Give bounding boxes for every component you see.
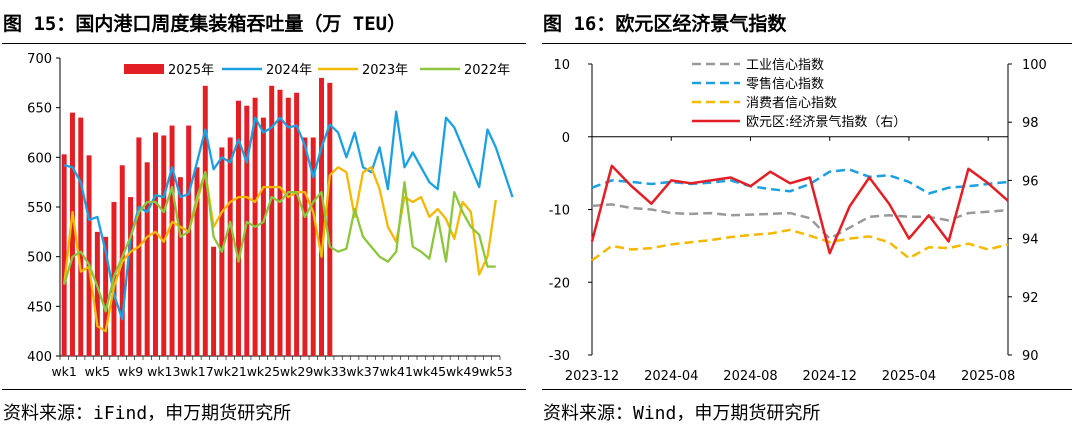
bar-2025-27 xyxy=(277,89,283,356)
x-tick-label: wk25 xyxy=(247,364,280,379)
y-tick-label: 650 xyxy=(27,102,52,117)
figure-15-panel: 图 15：国内港口周度集装箱吞吐量（万 TEU） 400 450 500 550 600… xyxy=(0,0,530,441)
line-series-2024 xyxy=(63,110,514,321)
left-y-tick-label: -10 xyxy=(549,204,570,219)
y-tick-label: 700 xyxy=(27,52,52,67)
bar-2025-29 xyxy=(294,92,300,357)
line-series-economic-sentiment-right xyxy=(590,164,1009,255)
right-y-tick-label: 90 xyxy=(1022,349,1039,364)
legend-label: 消费者信心指数 xyxy=(746,96,837,111)
left-y-tick-label: -20 xyxy=(549,276,570,291)
bar-2025-17 xyxy=(194,167,200,356)
figure-16-chart: -30 -20 -10 0 10 90 92 94 96 98 100 2023-12 2024-04 2… xyxy=(549,58,1047,384)
bar-2025-30 xyxy=(302,137,308,356)
bar-2025-18 xyxy=(202,85,208,357)
figure-15-top-rule xyxy=(2,43,526,44)
bar-2025-32 xyxy=(319,77,324,356)
x-tick-label: 2023-12 xyxy=(565,369,619,384)
bar-2025-14 xyxy=(169,125,175,357)
x-tick-label: wk13 xyxy=(147,364,180,379)
legend-swatch xyxy=(124,64,164,74)
line-series-2023 xyxy=(63,166,497,333)
figure-16-top-rule xyxy=(542,43,1072,44)
legend-label: 2022年 xyxy=(464,63,510,78)
bar-2025-22 xyxy=(236,100,241,356)
bar-2025-15 xyxy=(177,177,183,356)
left-y-tick-label: 10 xyxy=(553,58,570,73)
bar-2025-25 xyxy=(260,117,266,356)
figure-15-source: 资料来源：iFind，申万期货研究所 xyxy=(3,403,292,424)
legend-label: 2024年 xyxy=(266,63,312,78)
bar-2025-11 xyxy=(144,162,150,356)
line-series-2022 xyxy=(63,171,496,313)
y-tick-label: 550 xyxy=(27,201,52,216)
x-tick-label: 2024-08 xyxy=(723,369,777,384)
legend-label: 2023年 xyxy=(362,63,408,78)
bar-2025-26 xyxy=(269,85,275,357)
bar-2025-19 xyxy=(211,246,217,356)
bar-2025-3 xyxy=(78,117,84,356)
legend-label: 2025年 xyxy=(168,63,214,78)
bar-2025-33 xyxy=(327,82,333,356)
legend-label: 工业信心指数 xyxy=(746,58,824,73)
line-series-retail-confidence xyxy=(591,168,1009,195)
y-tick-label: 400 xyxy=(27,350,52,365)
x-tick-label: 2024-04 xyxy=(644,369,698,384)
x-tick-label: 2025-08 xyxy=(961,369,1015,384)
figure-15-title: 图 15：国内港口周度集装箱吞吐量（万 TEU） xyxy=(3,13,407,35)
bar-2025-9 xyxy=(128,197,134,356)
bar-2025-5 xyxy=(94,231,100,356)
bar-2025-12 xyxy=(152,132,158,356)
x-tick-label: wk37 xyxy=(346,364,379,379)
figure-16-bottom-rule xyxy=(542,389,1072,390)
x-tick-label: wk45 xyxy=(413,364,446,379)
x-tick-label: wk17 xyxy=(180,364,213,379)
right-y-tick-label: 94 xyxy=(1022,233,1039,248)
x-tick-label: wk49 xyxy=(446,364,479,379)
y-tick-label: 600 xyxy=(27,151,52,166)
x-tick-label: 2024-12 xyxy=(803,369,857,384)
y-tick-label: 500 xyxy=(27,251,52,266)
x-tick-label: wk9 xyxy=(118,364,143,379)
left-y-tick-label: -30 xyxy=(549,349,570,364)
bar-2025-2 xyxy=(69,112,75,356)
y-tick-label: 450 xyxy=(27,300,52,315)
figure-16-title: 图 16：欧元区经济景气指数 xyxy=(543,13,787,35)
x-tick-label: wk53 xyxy=(479,364,512,379)
left-y-tick-label: 0 xyxy=(562,131,570,146)
line-series-consumer-confidence xyxy=(591,228,1009,262)
right-y-tick-label: 96 xyxy=(1022,174,1039,189)
legend-label: 零售信心指数 xyxy=(746,76,824,92)
figure-16-source: 资料来源：Wind，申万期货研究所 xyxy=(543,403,821,424)
x-tick-label: wk1 xyxy=(51,364,76,379)
x-tick-label: 2025-04 xyxy=(882,369,936,384)
bar-2025-4 xyxy=(86,155,92,356)
x-tick-label: wk33 xyxy=(313,364,346,379)
right-y-tick-label: 100 xyxy=(1022,58,1047,73)
figure-15-bottom-rule xyxy=(2,389,526,390)
x-tick-label: wk21 xyxy=(214,364,247,379)
bar-2025-1 xyxy=(61,154,67,356)
bar-2025-28 xyxy=(285,97,291,356)
right-y-tick-label: 98 xyxy=(1022,116,1039,131)
x-tick-label: wk41 xyxy=(380,364,413,379)
x-tick-label: wk29 xyxy=(280,364,313,379)
bar-2025-16 xyxy=(186,125,192,357)
bar-2025-13 xyxy=(161,135,167,356)
legend-label: 欧元区:经济景气指数（右） xyxy=(746,114,906,130)
x-tick-label: wk5 xyxy=(85,364,110,379)
bar-2025-6 xyxy=(103,236,109,356)
right-y-tick-label: 92 xyxy=(1022,291,1039,306)
bar-2025-23 xyxy=(244,105,250,357)
figure-16-panel: 图 16：欧元区经济景气指数 -30 -20 -10 0 10 90 92 94 96 98 100… xyxy=(540,0,1078,441)
bar-2025-31 xyxy=(310,137,316,356)
bar-2025-21 xyxy=(227,137,233,356)
